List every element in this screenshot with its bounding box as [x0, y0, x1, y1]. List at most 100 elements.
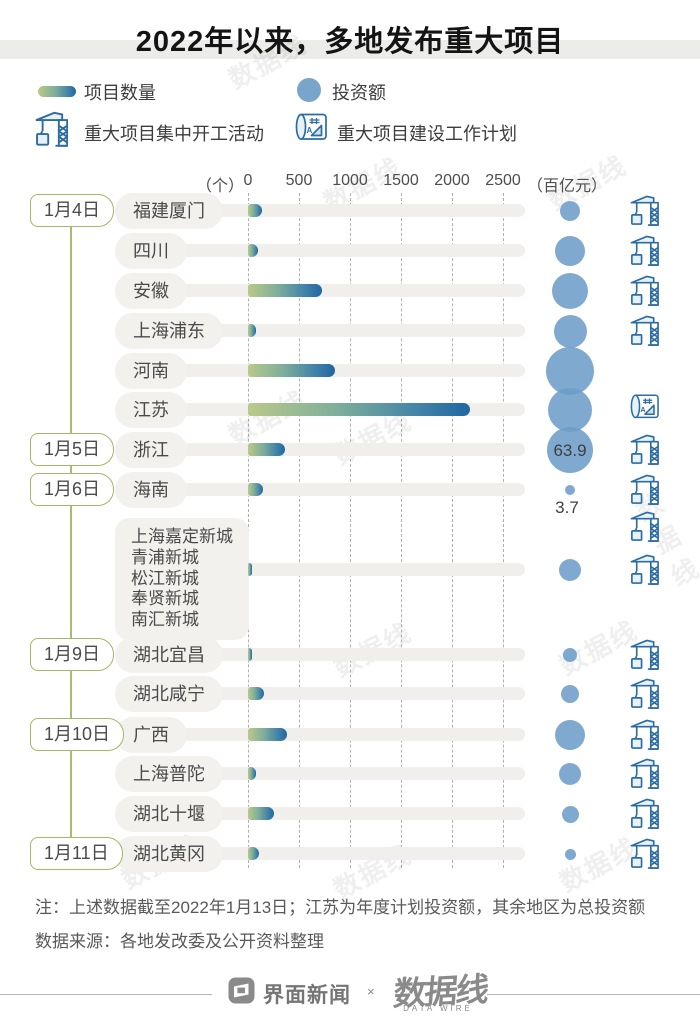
date-badge: 1月10日: [30, 718, 125, 751]
investment-circle: [561, 805, 579, 823]
investment-circle: [555, 720, 585, 750]
axis-unit-left: （个）: [195, 178, 244, 195]
projects-bar: [248, 204, 262, 217]
date-badge: 1月11日: [30, 837, 123, 870]
projects-bar: [248, 403, 470, 416]
investment-circle: [559, 559, 581, 581]
region-label: 湖北十堰: [115, 796, 223, 832]
svg-text:A: A: [307, 126, 313, 135]
legend-circle-label: 投资额: [332, 83, 386, 103]
legend-bar-swatch: [38, 86, 76, 97]
projects-bar: [248, 364, 335, 377]
blueprint-plan-icon: A: [294, 112, 328, 148]
row-track: [115, 483, 525, 496]
investment-circle: [552, 273, 588, 309]
gridline: [452, 193, 453, 868]
footnote: 注：上述数据截至2022年1月13日；江苏为年度计划投资额，其余地区为总投资额: [35, 898, 646, 917]
investment-circle: [564, 848, 576, 860]
projects-bar: [248, 324, 256, 337]
region-label: 湖北宜昌: [115, 637, 223, 673]
region-label: 河南: [115, 353, 187, 389]
investment-circle: [561, 685, 579, 703]
investment-value-label: 63.9: [553, 441, 587, 460]
date-badge: 1月5日: [30, 433, 115, 466]
brand-jiemian-label: 界面新闻: [263, 984, 351, 1007]
region-label: 安徽: [115, 273, 187, 309]
region-label-line: 南汇新城: [131, 610, 199, 630]
crane-icon: [629, 757, 659, 795]
investment-value-label: 3.7: [555, 498, 579, 517]
crane-icon: [629, 837, 659, 875]
data-source: 数据来源：各地发改委及公开资料整理: [35, 932, 324, 951]
crane-icon: [629, 194, 659, 232]
region-label: 湖北咸宁: [115, 676, 223, 712]
investment-circle: [565, 485, 575, 495]
region-label-line: 上海嘉定新城: [131, 527, 233, 546]
axis-tick-label: 1500: [383, 172, 419, 189]
region-label: 四川: [115, 233, 187, 269]
crane-icon: [629, 638, 659, 676]
watermark: 数据线: [543, 149, 632, 216]
region-label: 福建厦门: [115, 193, 223, 229]
legend-crane-label: 重大项目集中开工活动: [84, 124, 264, 144]
footer-divider-right: [487, 994, 700, 995]
projects-bar: [248, 563, 252, 576]
region-label-group: 上海嘉定新城 青浦新城 松江新城 奉贤新城 南汇新城: [115, 518, 249, 640]
crane-icon: [629, 553, 659, 591]
gridline: [401, 193, 402, 868]
axis-tick-label: 500: [285, 172, 313, 189]
investment-circle: [548, 388, 592, 432]
investment-circle: [560, 201, 580, 221]
jiemian-news-icon: [228, 977, 255, 1009]
date-badge: 1月9日: [30, 638, 115, 671]
region-label: 海南: [115, 472, 187, 508]
projects-bar: [248, 244, 258, 257]
projects-bar: [248, 284, 322, 297]
gridline: [299, 193, 300, 868]
axis-tick-label: 0: [243, 172, 253, 189]
investment-circle: [553, 314, 587, 348]
crane-icon: [34, 110, 69, 153]
gridline: [503, 193, 504, 868]
axis-tick-label: 1000: [332, 172, 368, 189]
axis-tick-label: 2000: [434, 172, 470, 189]
blueprint-plan-icon: A: [629, 393, 660, 426]
projects-bar: [248, 847, 259, 860]
projects-bar: [248, 728, 287, 741]
crane-icon: [629, 234, 659, 272]
crane-icon: [629, 274, 659, 312]
region-label: 江苏: [115, 392, 187, 428]
region-label: 广西: [115, 717, 187, 753]
crane-icon: [629, 510, 659, 548]
axis-tick-label: 2500: [485, 172, 521, 189]
title-background-strip: [0, 40, 700, 59]
legend-bar-label: 项目数量: [84, 83, 156, 103]
datawire-logo-subtext: DATA WIRE: [403, 1004, 473, 1013]
region-label: 浙江: [115, 432, 187, 468]
crane-icon: [629, 677, 659, 715]
date-badge: 1月6日: [30, 473, 115, 506]
region-label: 上海浦东: [115, 313, 223, 349]
crane-icon: [629, 314, 659, 352]
projects-bar: [248, 687, 264, 700]
footer-divider-left: [0, 994, 212, 995]
investment-circle: [546, 347, 594, 395]
row-track: [115, 443, 525, 456]
crane-icon: [629, 797, 659, 835]
timeline-line: [70, 212, 72, 852]
row-track: [115, 728, 525, 741]
investment-circle: [559, 763, 581, 785]
investment-circle: [547, 427, 593, 473]
crane-icon: [629, 433, 659, 471]
projects-bar: [248, 483, 263, 496]
projects-bar: [248, 807, 274, 820]
date-badge: 1月4日: [30, 194, 115, 227]
investment-circle: [555, 236, 585, 266]
projects-bar: [248, 648, 252, 661]
gridline: [350, 193, 351, 868]
projects-bar: [248, 767, 256, 780]
region-label: 上海普陀: [115, 756, 223, 792]
projects-bar: [248, 443, 285, 456]
region-label-line: 青浦新城: [131, 547, 199, 567]
